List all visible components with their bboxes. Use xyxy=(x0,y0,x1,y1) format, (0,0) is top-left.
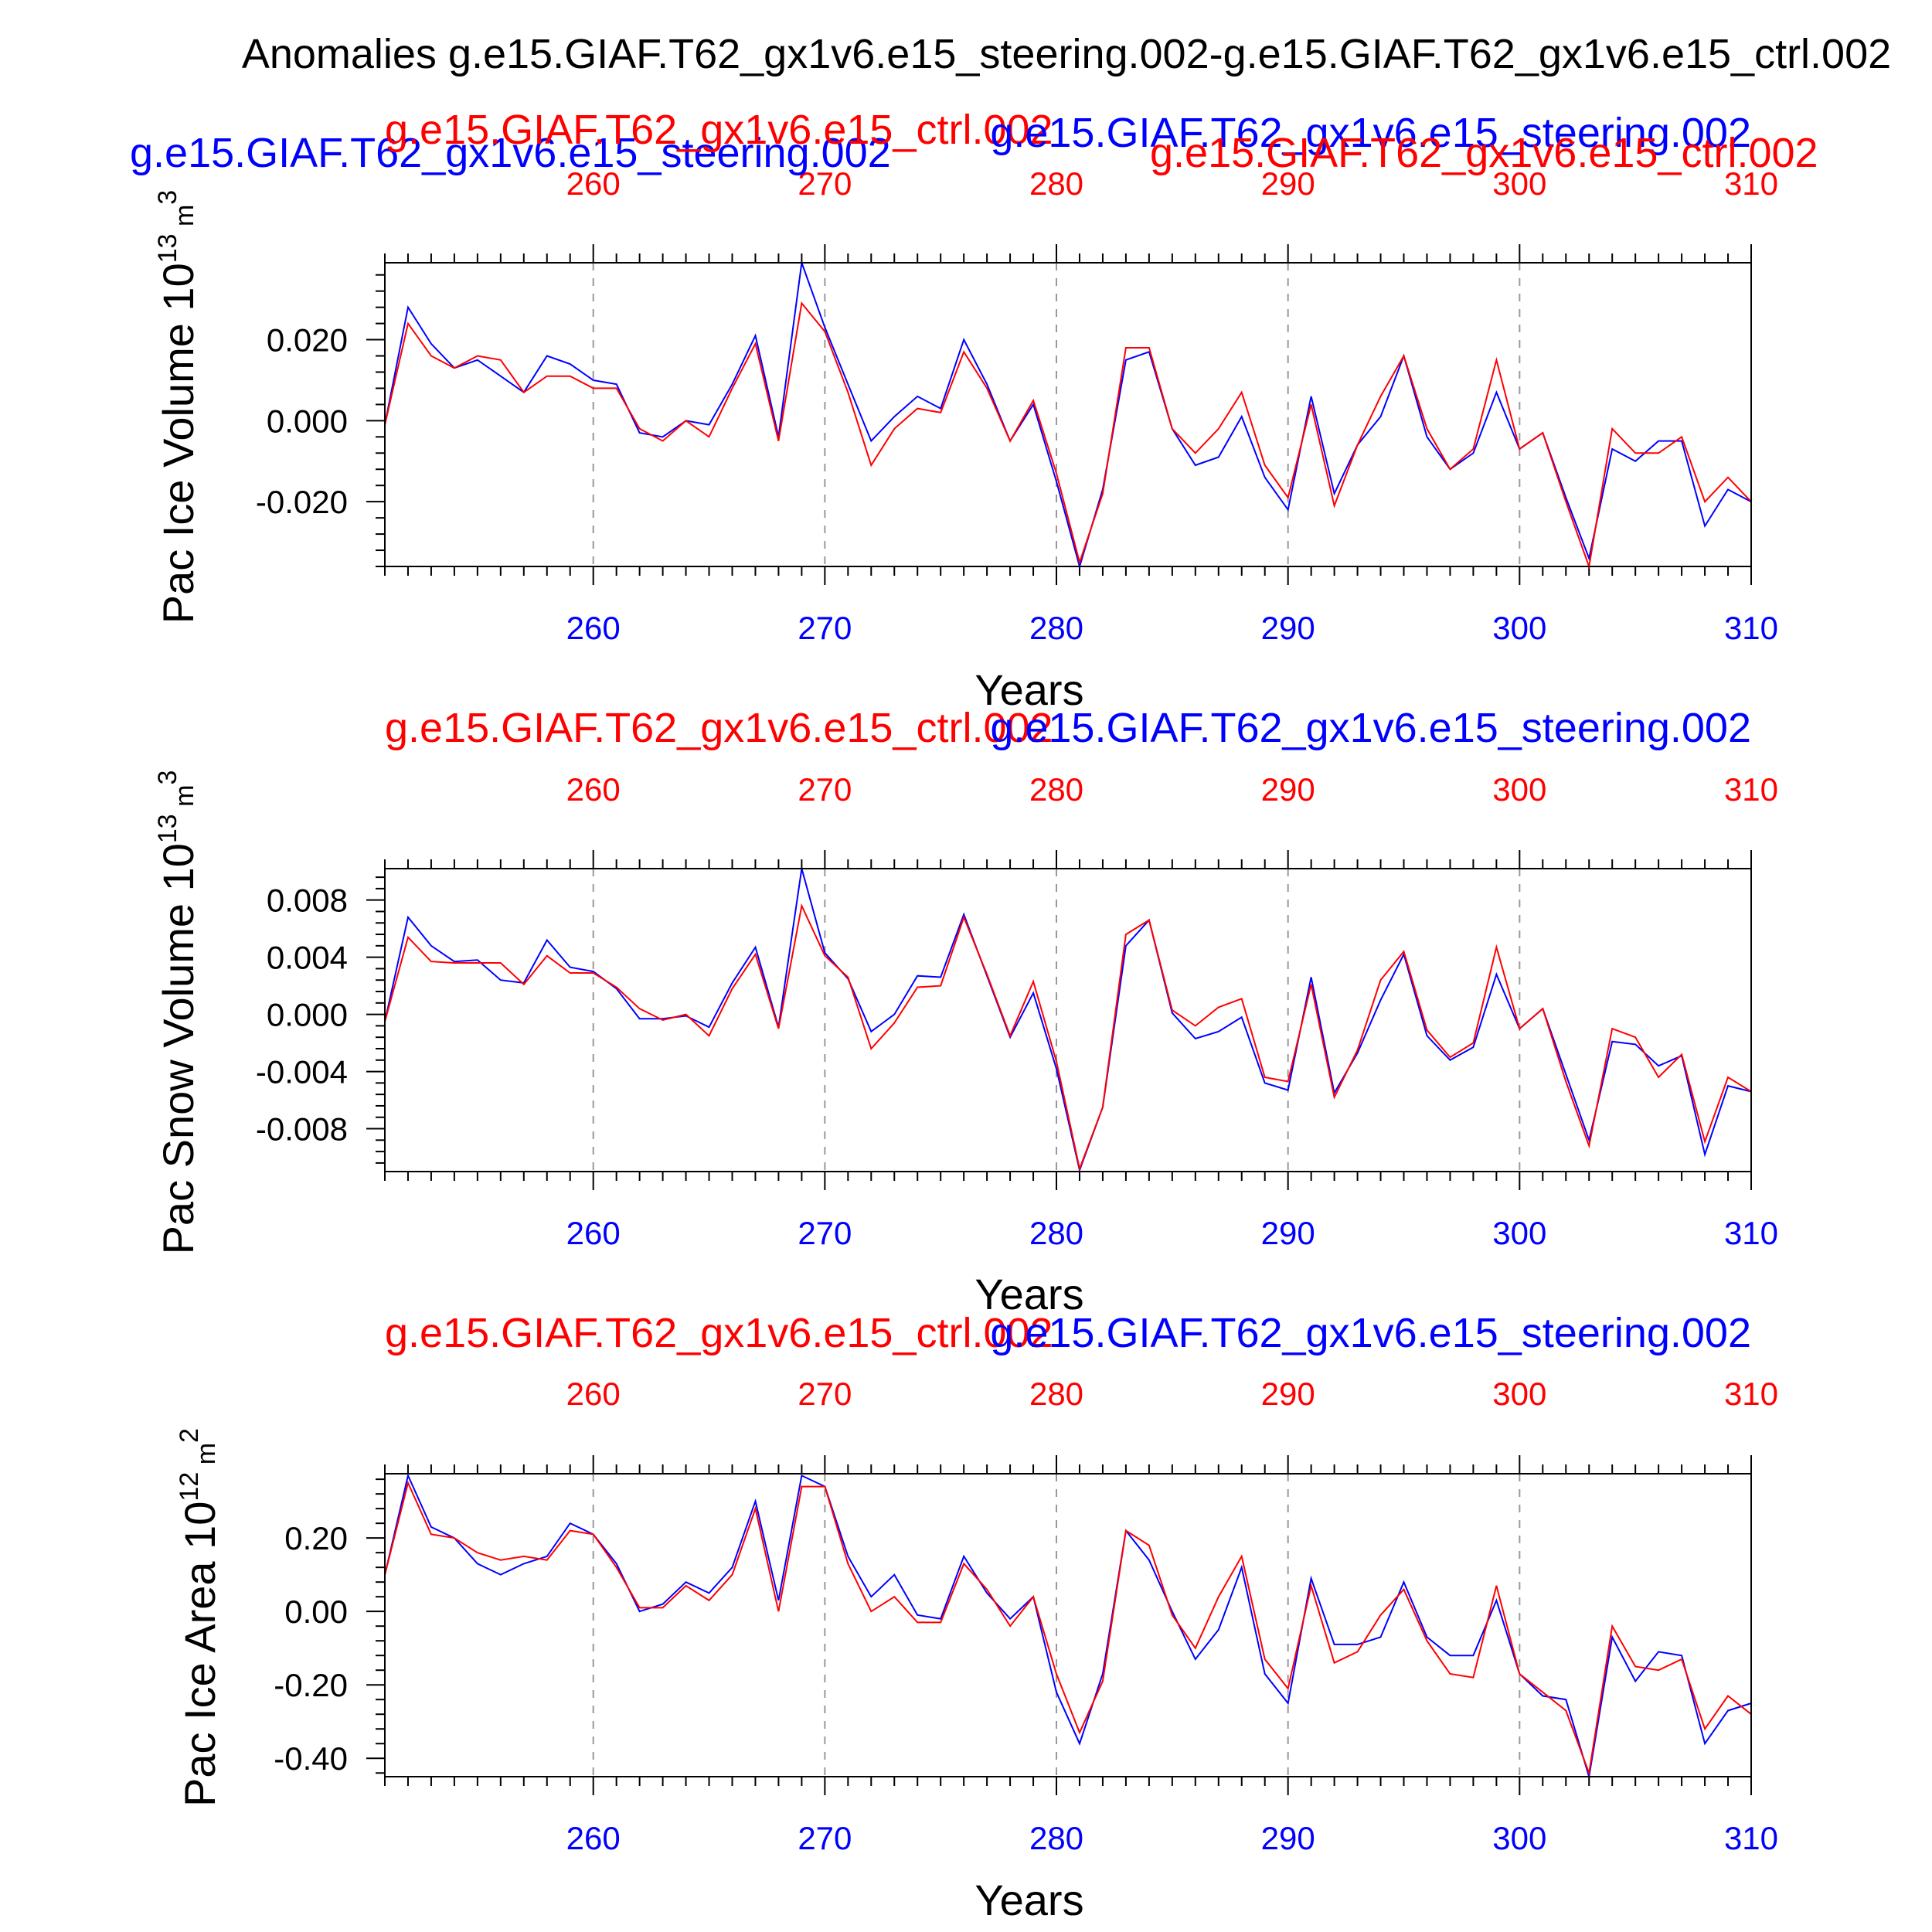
x-tick-label-bottom: 260 xyxy=(566,1820,621,1856)
x-tick-label-bottom: 270 xyxy=(798,1215,852,1251)
x-tick-label-bottom: 300 xyxy=(1492,610,1546,646)
x-tick-label-top: 270 xyxy=(798,1376,852,1412)
x-tick-label-top: 310 xyxy=(1724,1376,1778,1412)
y-tick-label: 0.20 xyxy=(284,1520,348,1556)
x-tick-label-bottom: 310 xyxy=(1724,610,1778,646)
y-axis-label: Pac Ice Area 1012 m2 xyxy=(175,1428,224,1807)
y-axis-label-exponent: 12 xyxy=(175,1472,204,1502)
x-tick-label-bottom: 280 xyxy=(1029,1820,1083,1856)
x-tick-label-top: 270 xyxy=(798,165,852,202)
y-tick-label: 0.008 xyxy=(267,883,348,919)
y-tick-label: -0.008 xyxy=(256,1111,348,1148)
x-tick-label-bottom: 260 xyxy=(566,610,621,646)
y-axis-label-part: Pac Ice Volume 10 xyxy=(154,263,202,624)
y-tick-label: -0.20 xyxy=(274,1667,348,1703)
x-tick-label-bottom: 290 xyxy=(1261,610,1315,646)
x-tick-label-top: 300 xyxy=(1492,165,1546,202)
x-tick-label-bottom: 290 xyxy=(1261,1215,1315,1251)
x-axis-label: Years xyxy=(975,1876,1083,1924)
x-tick-label-top: 260 xyxy=(566,771,621,808)
y-tick-label: 0.004 xyxy=(267,940,348,976)
top-title-steering: g.e15.GIAF.T62_gx1v6.e15_steering.002 xyxy=(990,705,1751,751)
series-line-ctrl xyxy=(384,1480,1752,1777)
x-tick-label-top: 260 xyxy=(566,1376,621,1412)
x-tick-label-top: 290 xyxy=(1261,165,1315,202)
series-line-ctrl xyxy=(384,301,1752,570)
top-title-ctrl: g.e15.GIAF.T62_gx1v6.e15_ctrl.002 xyxy=(385,705,1053,751)
x-tick-label-bottom: 270 xyxy=(798,610,852,646)
plot-frame xyxy=(384,868,1752,1172)
top-title-ctrl: g.e15.GIAF.T62_gx1v6.e15_ctrl.002 xyxy=(385,107,1053,153)
x-tick-label-top: 290 xyxy=(1261,1376,1315,1412)
x-tick-label-top: 300 xyxy=(1492,771,1546,808)
x-tick-label-top: 280 xyxy=(1029,771,1083,808)
x-tick-label-bottom: 290 xyxy=(1261,1820,1315,1856)
x-tick-label-top: 300 xyxy=(1492,1376,1546,1412)
plot-frame xyxy=(384,1473,1752,1777)
x-tick-label-bottom: 310 xyxy=(1724,1820,1778,1856)
x-tick-label-top: 280 xyxy=(1029,1376,1083,1412)
y-axis-label: Pac Ice Volume 1013 m3 xyxy=(153,190,202,624)
x-tick-label-top: 270 xyxy=(798,771,852,808)
x-tick-label-top: 280 xyxy=(1029,165,1083,202)
page-title: Anomalies g.e15.GIAF.T62_gx1v6.e15_steer… xyxy=(242,31,1891,77)
x-tick-label-bottom: 260 xyxy=(566,1215,621,1251)
x-axis-label: Years xyxy=(975,1270,1083,1318)
x-tick-label-bottom: 280 xyxy=(1029,1215,1083,1251)
plot-frame xyxy=(384,262,1752,567)
x-tick-label-bottom: 270 xyxy=(798,1820,852,1856)
y-tick-label: 0.000 xyxy=(267,403,348,439)
y-tick-label: -0.020 xyxy=(256,484,348,520)
y-axis-label-exponent: 2 xyxy=(175,1428,204,1443)
top-title-steering: g.e15.GIAF.T62_gx1v6.e15_steering.002 xyxy=(990,1310,1751,1356)
x-tick-label-top: 260 xyxy=(566,165,621,202)
x-tick-label-bottom: 310 xyxy=(1724,1215,1778,1251)
y-axis-label-exponent: 3 xyxy=(153,770,182,785)
top-title-ctrl-2: g.e15.GIAF.T62_gx1v6.e15_ctrl.002 xyxy=(1150,130,1818,176)
y-axis-label-exponent: m xyxy=(170,784,199,814)
y-axis-label-exponent: 3 xyxy=(153,190,182,205)
y-axis-label: Pac Snow Volume 1013 m3 xyxy=(153,770,202,1255)
y-tick-label: 0.00 xyxy=(284,1594,348,1630)
x-tick-label-top: 310 xyxy=(1724,165,1778,202)
y-tick-label: -0.004 xyxy=(256,1054,348,1090)
y-axis-label-exponent: 13 xyxy=(153,233,182,263)
chart-panel-3: -0.40 -0.20 0.00 0.20 260 260 270 270 280 280 290 2… xyxy=(175,1310,1778,1924)
series-line-ctrl xyxy=(384,903,1752,1172)
x-tick-label-bottom: 300 xyxy=(1492,1215,1546,1251)
y-axis-label-part: Pac Ice Area 10 xyxy=(175,1502,224,1807)
y-axis-label-exponent: m xyxy=(192,1443,221,1472)
top-title-ctrl: g.e15.GIAF.T62_gx1v6.e15_ctrl.002 xyxy=(385,1310,1053,1356)
chart-panel-2: -0.008 -0.004 0.000 0.004 0.008 260 260 270 270 2… xyxy=(153,705,1778,1318)
series-line-steering xyxy=(384,1473,1752,1777)
y-tick-label: 0.020 xyxy=(267,322,348,359)
x-tick-label-bottom: 300 xyxy=(1492,1820,1546,1856)
chart-panels: -0.020 0.000 0.020 260 260 270 270 280 280 290 290… xyxy=(130,107,1818,1924)
top-title-steering: g.e15.GIAF.T62_gx1v6.e15_steering.002 xyxy=(130,130,891,176)
y-axis-label-exponent: m xyxy=(170,205,199,234)
x-tick-label-bottom: 280 xyxy=(1029,610,1083,646)
x-tick-label-top: 290 xyxy=(1261,771,1315,808)
x-axis-label: Years xyxy=(975,665,1083,714)
chart-panel-1: -0.020 0.000 0.020 260 260 270 270 280 280 290 290… xyxy=(130,107,1818,714)
y-tick-label: 0.000 xyxy=(267,997,348,1033)
y-axis-label-part: Pac Snow Volume 10 xyxy=(154,843,202,1254)
x-tick-label-top: 310 xyxy=(1724,771,1778,808)
y-tick-label: -0.40 xyxy=(274,1740,348,1777)
y-axis-label-exponent: 13 xyxy=(153,814,182,843)
top-title-steering-2: g.e15.GIAF.T62_gx1v6.e15_steering.002 xyxy=(990,110,1751,156)
